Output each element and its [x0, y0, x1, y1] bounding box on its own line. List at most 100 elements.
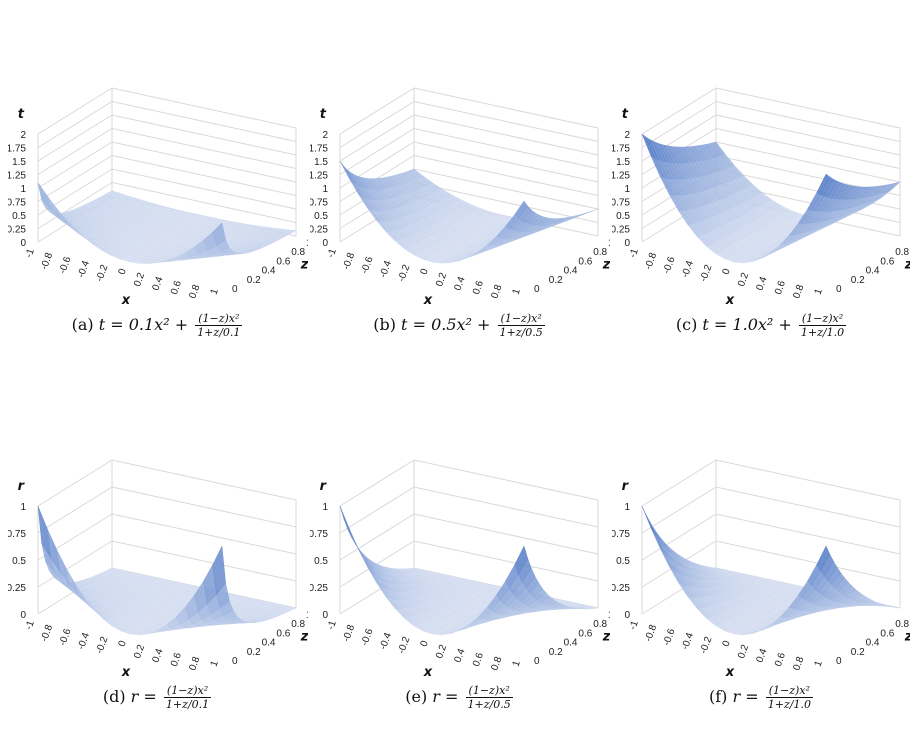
- z-tick-label: 0: [534, 656, 540, 667]
- z-tick-label: 1: [608, 610, 610, 621]
- x-tick-label: -0.2: [698, 263, 714, 283]
- surface-facet: [514, 545, 528, 575]
- x-tick-label: 0: [419, 267, 431, 276]
- z-tick-label: 0.2: [247, 275, 261, 286]
- fraction-numerator: (1−z)x²: [195, 312, 243, 326]
- v-tick-label: 2: [322, 130, 328, 141]
- caption-expr: 1.0x² +: [732, 315, 797, 334]
- x-tick-label: 1: [511, 287, 523, 296]
- v-tick-label: 1.75: [8, 144, 26, 155]
- x-tick-label: 0: [419, 639, 431, 648]
- v-tick-label: 0: [624, 610, 630, 621]
- chart-panel-b: 0 0.25 0.5 0.75 1 1.25 1.5 1.75 2 t -1 -0.8 -0.6 -0.4…: [310, 0, 610, 372]
- surface: [37, 182, 297, 264]
- x-tick-label: 1: [813, 287, 825, 296]
- x-tick-label: 0.4: [453, 275, 468, 292]
- z-tick-label: 0.4: [866, 266, 880, 277]
- x-tick-label: 0.8: [791, 655, 806, 672]
- x-tick-label: -0.8: [39, 251, 55, 271]
- v-tick-label: 0.5: [616, 556, 630, 567]
- surface: [641, 505, 901, 636]
- v-tick-label: 1.25: [612, 171, 630, 182]
- v-axis-label: t: [622, 107, 629, 122]
- v-tick-label: 0.5: [12, 556, 26, 567]
- v-tick-label: 0.75: [310, 198, 328, 209]
- x-tick-label: 0.4: [151, 275, 166, 292]
- x-tick-label: -0.4: [76, 631, 92, 651]
- surface: [339, 505, 599, 636]
- fraction-numerator: (1−z)x²: [465, 684, 513, 698]
- v-tick-label: 0: [20, 610, 26, 621]
- z-tick-label: 0.6: [276, 628, 290, 639]
- caption-lhs: t =: [702, 315, 733, 334]
- x-tick-label: 0.2: [132, 271, 147, 288]
- caption-label: (e): [405, 687, 433, 706]
- z-tick-label: 0.6: [578, 256, 592, 267]
- v-tick-label: 0.25: [310, 225, 328, 236]
- x-axis-label: x: [121, 665, 131, 680]
- chart-panel-e: 0 0.25 0.5 0.75 1 r -1 -0.8 -0.6 -0.4 -0.2 0 0.2 0.4 0…: [310, 372, 610, 744]
- caption-d: (d) r = (1−z)x² 1+z/0.1: [8, 684, 308, 711]
- x-tick-label: 0.2: [434, 271, 449, 288]
- z-tick-label: 0: [836, 656, 842, 667]
- z-tick-label: 0.4: [564, 266, 578, 277]
- caption-lhs: r =: [130, 687, 162, 706]
- surface-plot-c: 0 0.25 0.5 0.75 1 1.25 1.5 1.75 2 t -1 -0.8 -0.6 -0.4…: [612, 87, 910, 308]
- z-axis-label: z: [904, 630, 910, 645]
- x-tick-label: 1: [511, 659, 523, 668]
- v-tick-label: 2: [624, 130, 630, 141]
- caption-fraction: (1−z)x² 1+z/1.0: [765, 684, 813, 711]
- z-tick-label: 0.2: [549, 647, 563, 658]
- v-tick-label: 0.25: [8, 225, 26, 236]
- x-tick-label: 0: [117, 267, 129, 276]
- x-axis-label: x: [423, 293, 433, 308]
- x-tick-label: -0.6: [359, 627, 375, 647]
- x-axis-label: x: [725, 665, 735, 680]
- x-tick-label: 0.4: [453, 647, 468, 664]
- surface-facet: [339, 160, 354, 183]
- v-tick-label: 1.75: [612, 144, 630, 155]
- v-tick-label: 2: [20, 130, 26, 141]
- x-tick-label: 0.4: [755, 647, 770, 664]
- x-tick-label: 1: [209, 287, 221, 296]
- x-tick-label: 0: [721, 639, 733, 648]
- v-tick-label: 0: [624, 238, 630, 249]
- fraction-numerator: (1−z)x²: [497, 312, 545, 326]
- caption-label: (a): [71, 315, 99, 334]
- v-tick-label: 0.5: [314, 211, 328, 222]
- caption-label: (b): [373, 315, 402, 334]
- fraction-denominator: 1+z/1.0: [800, 326, 845, 339]
- surface-facet: [212, 222, 226, 246]
- x-tick-label: 0.6: [773, 279, 788, 296]
- x-tick-label: 0.4: [755, 275, 770, 292]
- v-tick-label: 1.25: [310, 171, 328, 182]
- fraction-numerator: (1−z)x²: [163, 684, 212, 698]
- surface-plot-b: 0 0.25 0.5 0.75 1 1.25 1.5 1.75 2 t -1 -0.8 -0.6 -0.4…: [310, 87, 610, 308]
- chart-panel-d: 0 0.25 0.5 0.75 1 r -1 -0.8 -0.6 -0.4 -0.2 0 0.2 0.4 0…: [8, 372, 308, 744]
- z-tick-label: 0.6: [880, 628, 894, 639]
- z-tick-label: 0.8: [593, 247, 607, 258]
- surface-plot-a: 0 0.25 0.5 0.75 1 1.25 1.5 1.75 2 t -1 -0.8 -0.6 -0.4…: [8, 87, 308, 308]
- v-tick-label: 1: [322, 184, 328, 195]
- surface: [641, 133, 901, 264]
- v-tick-label: 1: [20, 502, 26, 513]
- v-tick-label: 0.25: [8, 583, 26, 594]
- z-tick-label: 0.6: [880, 256, 894, 267]
- x-tick-label: 0.6: [471, 651, 486, 668]
- x-tick-label: -0.8: [643, 623, 659, 643]
- surface-facet: [514, 200, 528, 219]
- caption-fraction: (1−z)x² 1+z/0.5: [465, 684, 513, 711]
- x-tick-label: -1: [627, 247, 641, 260]
- v-tick-label: 0.75: [8, 198, 26, 209]
- v-tick-label: 1: [322, 502, 328, 513]
- caption-a: (a) t = 0.1x² + (1−z)x² 1+z/0.1: [8, 312, 308, 339]
- z-tick-label: 0.2: [247, 647, 261, 658]
- z-tick-label: 0: [836, 284, 842, 295]
- surface-facet: [212, 545, 226, 595]
- fraction-denominator: 1+z/0.1: [165, 698, 210, 711]
- z-tick-label: 0.2: [851, 275, 865, 286]
- fraction-denominator: 1+z/0.5: [499, 326, 543, 339]
- surface: [37, 505, 297, 636]
- z-axis-label: z: [602, 630, 610, 645]
